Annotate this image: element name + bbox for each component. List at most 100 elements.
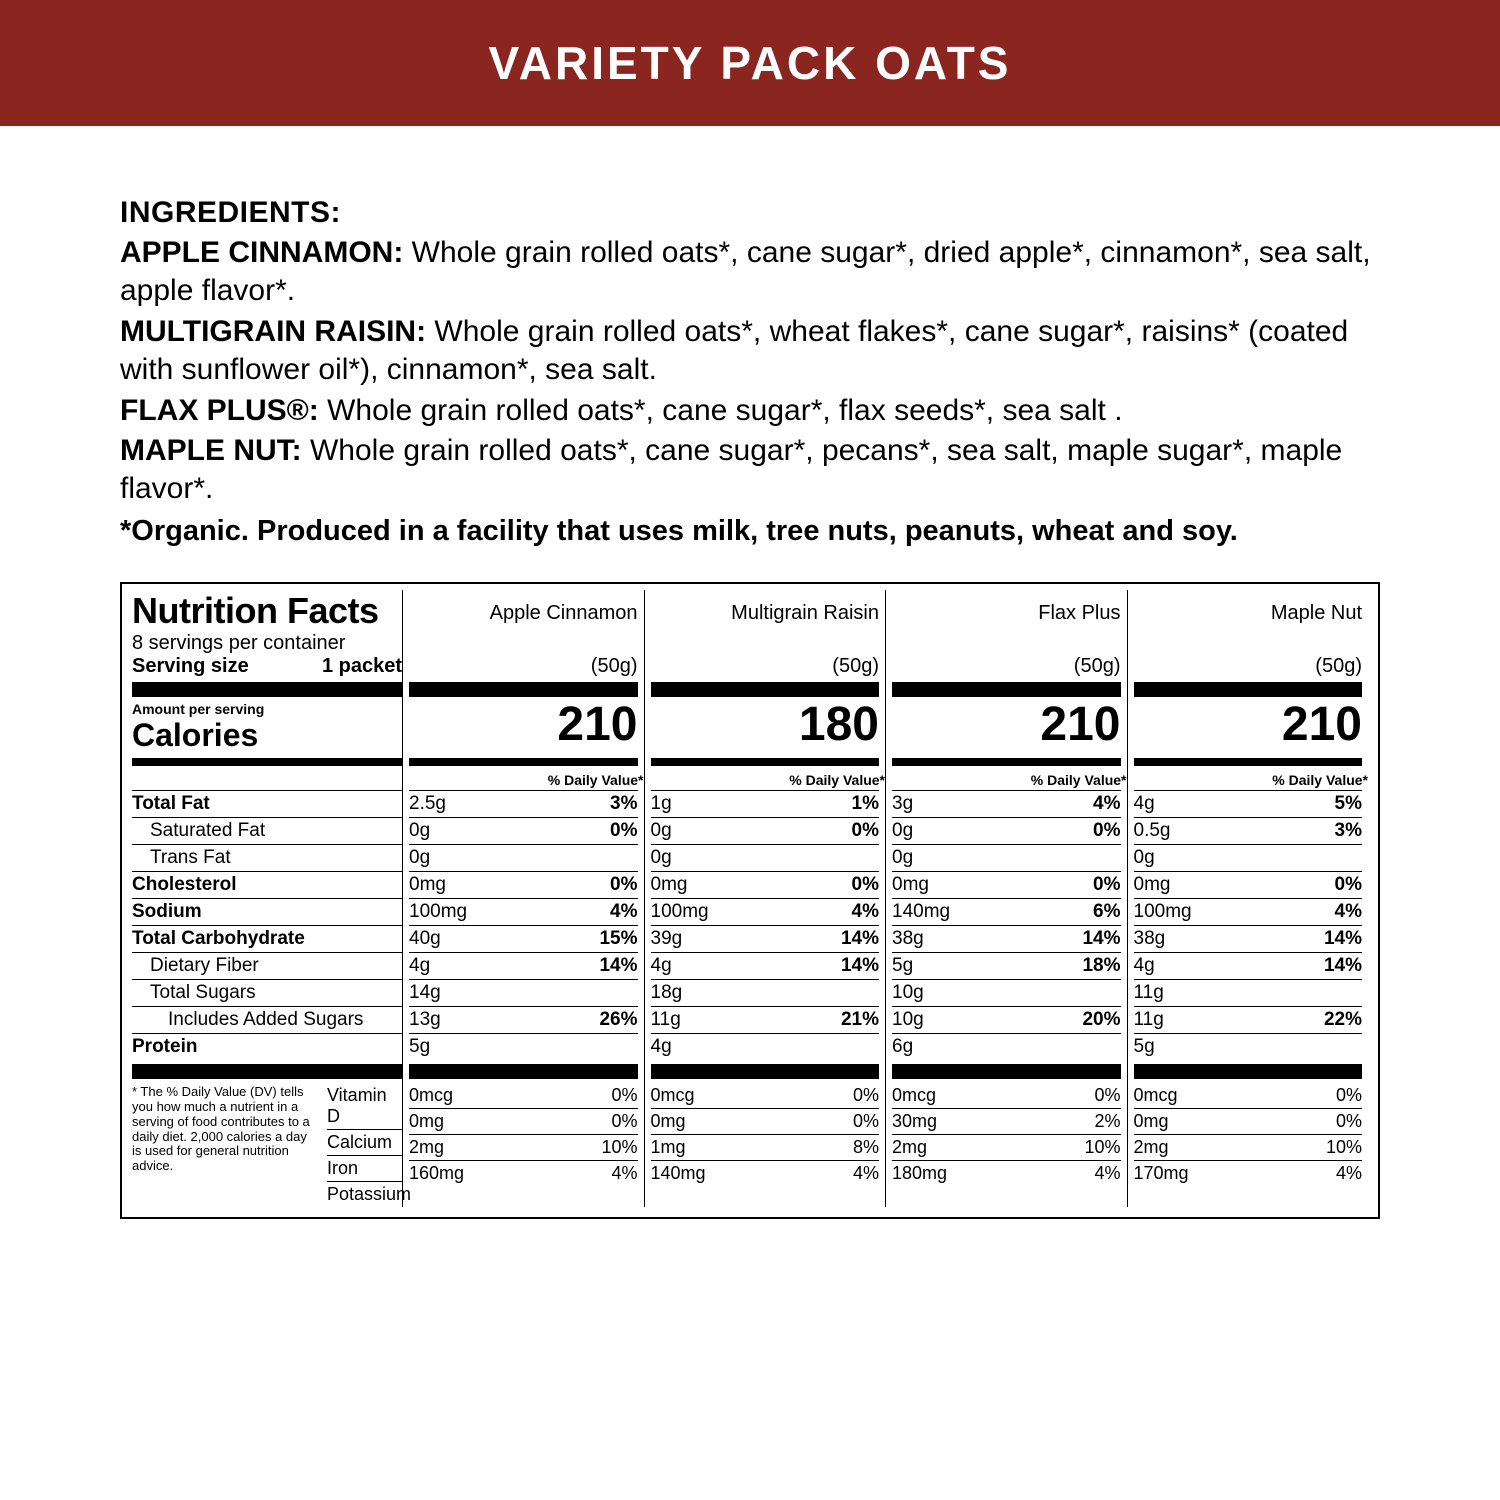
nutrient-amount: 3g — [892, 793, 913, 815]
nutrient-amount: 38g — [1134, 928, 1166, 950]
micro-dv: 0% — [1336, 1085, 1362, 1106]
nutrient-amount: 4g — [651, 1036, 672, 1058]
nutrient-label: Trans Fat — [132, 847, 231, 869]
rule-row-1 — [132, 678, 1368, 701]
rule-row-2 — [132, 754, 1368, 770]
grams-0: (50g) — [402, 632, 644, 678]
nutrient-amount: 0g — [892, 847, 913, 869]
nutrient-label: Total Carbohydrate — [132, 928, 305, 950]
micro-amount: 160mg — [409, 1163, 464, 1184]
micro-dv: 10% — [1326, 1137, 1362, 1158]
nutrient-dv: 4% — [1093, 793, 1120, 815]
nutrient-dv: 0% — [1093, 820, 1120, 842]
nutrient-amount: 18g — [651, 982, 683, 1004]
title-banner: VARIETY PACK OATS — [0, 0, 1500, 126]
nutrient-dv: 0% — [610, 874, 637, 896]
nutrition-facts-panel: Nutrition Facts Apple Cinnamon Multigrai… — [120, 582, 1380, 1219]
ingredients-list: APPLE CINNAMON: Whole grain rolled oats*… — [120, 234, 1380, 509]
micro-dv: 10% — [601, 1137, 637, 1158]
ingredient-text: Whole grain rolled oats*, cane sugar*, p… — [120, 434, 1342, 505]
servings-per-container: 8 servings per container — [132, 632, 402, 655]
nutrient-dv: 5% — [1335, 793, 1362, 815]
calories-1: 180 — [651, 701, 880, 749]
calories-0: 210 — [409, 701, 638, 749]
nutrient-label: Cholesterol — [132, 874, 237, 896]
nutrient-dv: 4% — [610, 901, 637, 923]
nutrient-amount: 11g — [1134, 1009, 1164, 1031]
serving-size-value: 1 packet — [322, 655, 402, 678]
nutrient-label: Total Fat — [132, 793, 210, 815]
nutrient-row: Total Sugars14g18g10g11g — [132, 980, 1368, 1006]
nutrient-dv: 4% — [852, 901, 879, 923]
calories-row: Amount per serving Calories 210 180 210 … — [132, 701, 1368, 754]
nutrient-amount: 100mg — [651, 901, 709, 923]
nutrient-label: Saturated Fat — [132, 820, 265, 842]
nutrient-dv: 1% — [852, 793, 879, 815]
nutrient-label: Total Sugars — [132, 982, 256, 1004]
dv-head-1: % Daily Value* — [644, 770, 886, 790]
bottom-section: * The % Daily Value (DV) tells you how m… — [132, 1083, 1368, 1207]
grams-3: (50g) — [1127, 632, 1369, 678]
micro-col-2: 0mcg0%30mg2%2mg10%180mg4% — [885, 1083, 1127, 1207]
micro-amount: 180mg — [892, 1163, 947, 1184]
nutrient-dv: 22% — [1324, 1009, 1362, 1031]
ingredient-flavor: APPLE CINNAMON: — [120, 236, 403, 269]
nutrient-dv: 14% — [599, 955, 637, 977]
calories-2: 210 — [892, 701, 1121, 749]
micronutrient-label: Iron — [327, 1155, 402, 1181]
nutrient-dv: 0% — [852, 820, 879, 842]
nutrient-dv: 6% — [1093, 901, 1120, 923]
nutrient-dv: 0% — [1093, 874, 1120, 896]
nutrient-amount: 4g — [409, 955, 430, 977]
serving-size-label: Serving size — [132, 655, 249, 678]
micro-dv: 0% — [1094, 1085, 1120, 1106]
nutrient-amount: 10g — [892, 1009, 924, 1031]
micro-amount: 0mcg — [892, 1085, 936, 1106]
nutrient-amount: 0mg — [651, 874, 688, 896]
nutrient-amount: 100mg — [409, 901, 467, 923]
nf-header-row: Nutrition Facts Apple Cinnamon Multigrai… — [132, 590, 1368, 632]
micro-dv: 0% — [1336, 1111, 1362, 1132]
micro-dv: 4% — [1336, 1163, 1362, 1184]
ingredient-line: MULTIGRAIN RAISIN: Whole grain rolled oa… — [120, 313, 1380, 390]
nutrient-dv: 0% — [852, 874, 879, 896]
servings-row: 8 servings per container Serving size 1 … — [132, 632, 1368, 678]
dv-head-2: % Daily Value* — [885, 770, 1127, 790]
micro-amount: 2mg — [409, 1137, 444, 1158]
nutrition-facts-title: Nutrition Facts — [132, 590, 402, 632]
nutrient-amount: 5g — [1134, 1036, 1155, 1058]
grams-1: (50g) — [644, 632, 886, 678]
nutrient-row: Includes Added Sugars13g26%11g21%10g20%1… — [132, 1007, 1368, 1033]
nutrient-amount: 11g — [1134, 982, 1164, 1004]
nutrient-amount: 38g — [892, 928, 924, 950]
micro-dv: 0% — [611, 1111, 637, 1132]
nutrient-amount: 39g — [651, 928, 683, 950]
nutrient-amount: 4g — [1134, 955, 1155, 977]
nutrient-dv: 14% — [1082, 928, 1120, 950]
nutrient-amount: 0g — [651, 820, 672, 842]
micro-col-3: 0mcg0%0mg0%2mg10%170mg4% — [1127, 1083, 1369, 1207]
micro-labels: Vitamin DCalciumIronPotassium — [327, 1083, 402, 1207]
nutrient-amount: 6g — [892, 1036, 913, 1058]
amount-per-serving: Amount per serving — [132, 701, 402, 717]
calories-label: Calories — [132, 717, 402, 754]
micro-amount: 0mcg — [1134, 1085, 1178, 1106]
micro-dv: 4% — [853, 1163, 879, 1184]
micro-col-0: 0mcg0%0mg0%2mg10%160mg4% — [402, 1083, 644, 1207]
nutrient-amount: 0mg — [409, 874, 446, 896]
micronutrient-label: Vitamin D — [327, 1083, 402, 1129]
nutrient-row: Saturated Fat0g0%0g0%0g0%0.5g3% — [132, 818, 1368, 844]
dv-head-0: % Daily Value* — [402, 770, 644, 790]
nutrient-amount: 2.5g — [409, 793, 446, 815]
nutrient-row: Trans Fat0g0g0g0g — [132, 845, 1368, 871]
micro-amount: 0mg — [651, 1111, 686, 1132]
page-title: VARIETY PACK OATS — [489, 37, 1012, 89]
nutrient-dv: 14% — [841, 928, 879, 950]
micro-dv: 0% — [853, 1085, 879, 1106]
nutrient-dv: 3% — [610, 793, 637, 815]
nutrient-rows: Total Fat2.5g3%1g1%3g4%4g5%Saturated Fat… — [132, 790, 1368, 1060]
nutrient-row: Dietary Fiber4g14%4g14%5g18%4g14% — [132, 953, 1368, 979]
nutrient-amount: 4g — [651, 955, 672, 977]
nutrient-dv: 15% — [599, 928, 637, 950]
content-area: INGREDIENTS: APPLE CINNAMON: Whole grain… — [0, 126, 1500, 1259]
